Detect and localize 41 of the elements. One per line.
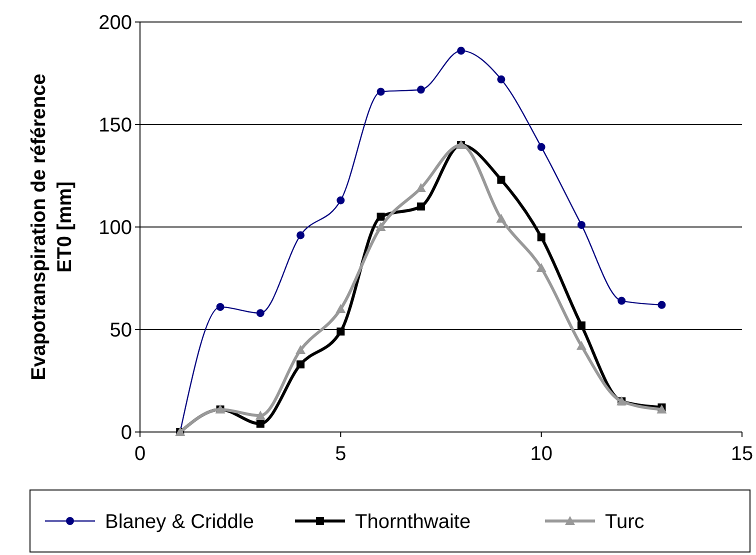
point (296, 231, 305, 240)
point (256, 309, 264, 318)
point (497, 75, 506, 84)
point (256, 420, 264, 428)
point (416, 202, 425, 210)
y-tick-label: 50 (110, 320, 132, 342)
point (376, 88, 385, 96)
y-tick-label: 200 (98, 12, 132, 34)
point (336, 196, 345, 204)
legend-label: Turc (605, 511, 644, 533)
point (577, 321, 586, 330)
point (496, 214, 506, 223)
point (497, 176, 506, 184)
y-tick-label: 0 (120, 422, 132, 444)
point (255, 410, 266, 420)
point (416, 86, 425, 94)
legend-label: Thornthwaite (355, 511, 471, 533)
point (536, 263, 546, 272)
point (376, 222, 386, 231)
y-tick-label: 150 (98, 114, 132, 136)
point (576, 340, 586, 350)
point (416, 183, 426, 192)
point (537, 143, 546, 152)
y-tick-label: 100 (98, 217, 132, 239)
point (296, 345, 306, 354)
x-tick-label: 15 (730, 443, 754, 465)
x-tick-label: 10 (530, 443, 552, 465)
point (336, 304, 346, 313)
point (618, 296, 626, 305)
y-axis-title: Evapotranspiration de référence ET0 [mm] (28, 74, 76, 380)
legend-label: Blaney & Criddle (105, 511, 254, 533)
x-tick-label: 5 (335, 443, 346, 465)
x-tick-label: 0 (134, 443, 146, 465)
point (216, 302, 224, 311)
point (336, 328, 345, 336)
point (457, 46, 466, 55)
point (658, 300, 666, 309)
point (577, 220, 586, 229)
point (376, 212, 385, 221)
point (537, 233, 546, 242)
point (296, 360, 305, 368)
